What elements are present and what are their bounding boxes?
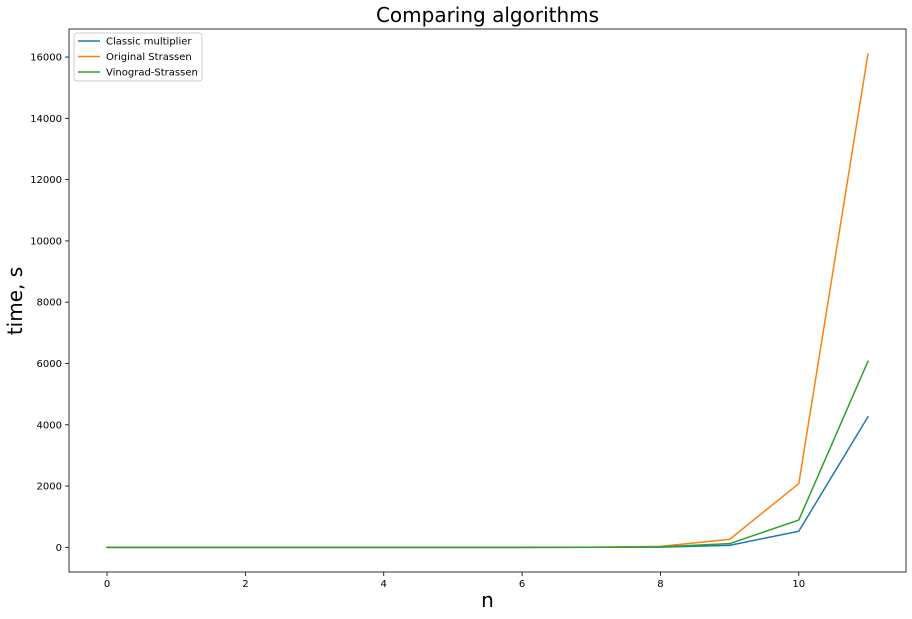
y-tick-label: 14000 bbox=[30, 114, 62, 125]
legend-box bbox=[73, 32, 203, 82]
y-tick-label: 8000 bbox=[37, 298, 62, 309]
plot-area bbox=[68, 28, 907, 573]
legend-label: Vinograd-Strassen bbox=[106, 68, 198, 79]
x-tick-label: 0 bbox=[104, 579, 110, 590]
plot-frame bbox=[68, 28, 907, 573]
x-tick-label: 2 bbox=[242, 579, 248, 590]
x-tick-label: 10 bbox=[792, 579, 805, 590]
y-tick-label: 6000 bbox=[37, 359, 62, 370]
x-axis-title: n bbox=[481, 588, 494, 612]
y-axis-title: time, s bbox=[3, 267, 27, 335]
y-tick-label: 2000 bbox=[37, 482, 62, 493]
x-tick-label: 8 bbox=[657, 579, 663, 590]
y-tick-label: 16000 bbox=[30, 53, 62, 64]
x-axis-ticks: 0 2 4 6 8 10 bbox=[104, 572, 805, 590]
x-tick-label: 6 bbox=[519, 579, 525, 590]
y-tick-label: 10000 bbox=[30, 236, 62, 247]
series-layer bbox=[106, 53, 869, 549]
legend-label: Original Strassen bbox=[106, 52, 192, 63]
series-line-3 bbox=[106, 360, 869, 549]
y-tick-label: 4000 bbox=[37, 420, 62, 431]
x-tick-label: 4 bbox=[381, 579, 387, 590]
y-tick-label: 0 bbox=[56, 543, 62, 554]
y-axis-ticks: 0 2000 4000 6000 8000 10000 12000 14000 16000 bbox=[30, 53, 69, 554]
chart-title: Comparing algorithms bbox=[376, 3, 599, 27]
y-tick-label: 12000 bbox=[30, 175, 62, 186]
legend-label: Classic multiplier bbox=[106, 37, 192, 48]
legend: Classic multiplier Original Strassen Vinog… bbox=[73, 32, 203, 82]
